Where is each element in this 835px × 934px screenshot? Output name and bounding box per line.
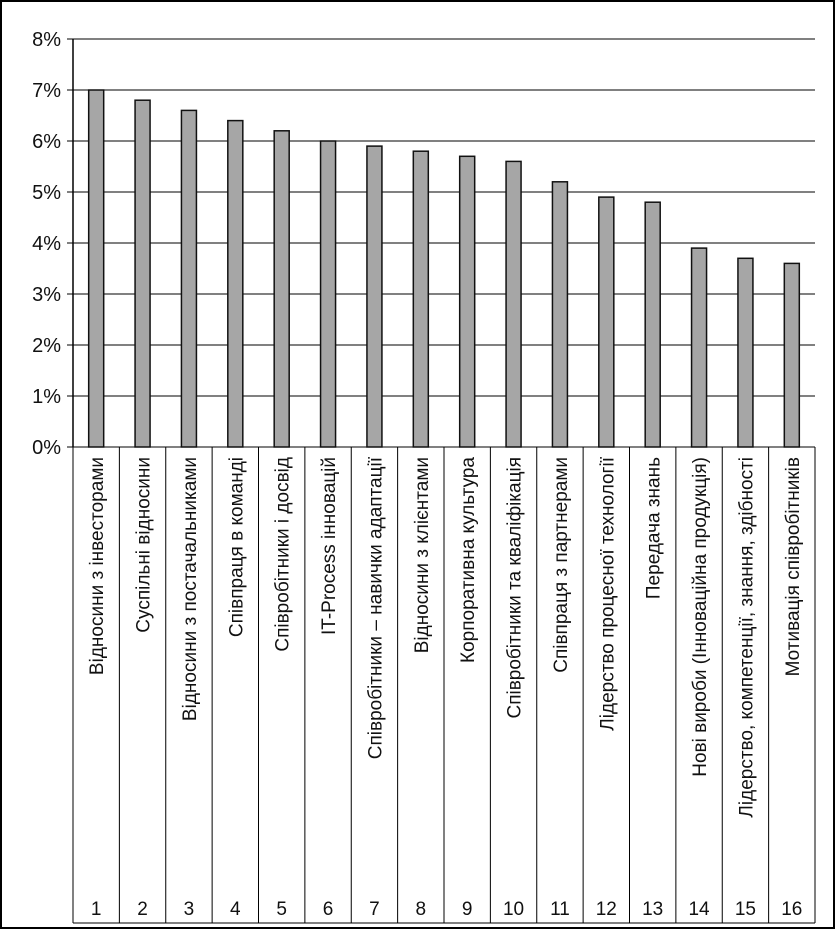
bar — [273, 130, 290, 448]
category-label: Суспільні відносини — [134, 457, 155, 633]
bar — [366, 145, 383, 448]
bar — [598, 196, 615, 448]
category-label: Мотивація співробітників — [783, 457, 804, 676]
category-label: Співробітники – навички адаптації — [365, 456, 386, 759]
bar — [134, 99, 151, 448]
category-number: 5 — [276, 899, 287, 920]
y-tick-label: 1% — [32, 386, 61, 408]
y-tick-label: 5% — [32, 182, 61, 204]
category-label: Відносини з клієнтами — [412, 457, 433, 653]
category-label: Співпраця з партнерами — [551, 457, 572, 673]
category-numbers: 1 2 3 4 5 6 7 8 9 10 11 12 13 14 15 16 — [91, 899, 802, 920]
y-axis-ticks: 0% 1% 2% 3% 4% 5% 6% 7% 8% — [32, 29, 61, 459]
y-tick-label: 2% — [32, 335, 61, 357]
category-number: 2 — [137, 899, 148, 920]
bar — [690, 247, 708, 448]
y-tick-label: 3% — [32, 284, 61, 306]
bar — [505, 160, 522, 448]
category-number: 13 — [642, 899, 663, 920]
bar — [783, 262, 801, 448]
category-number: 3 — [184, 899, 195, 920]
category-number: 10 — [503, 899, 524, 920]
category-label: Відносини з постачальниками — [180, 457, 201, 721]
y-tick-label: 4% — [32, 233, 61, 255]
category-label: Відносини з інвесторами — [87, 457, 108, 675]
bar — [644, 201, 661, 448]
category-label: Лідерство, компетенції, знання, здібност… — [736, 457, 757, 818]
category-label: Корпоративна культура — [458, 457, 479, 663]
category-number: 15 — [735, 899, 756, 920]
bar — [458, 155, 476, 448]
bar — [227, 119, 244, 448]
bars — [87, 89, 801, 448]
category-number: 9 — [462, 899, 473, 920]
category-number: 7 — [369, 899, 380, 920]
bar — [87, 89, 105, 448]
category-number: 6 — [323, 899, 334, 920]
category-number: 8 — [416, 899, 427, 920]
category-number: 11 — [550, 899, 570, 920]
category-number: 14 — [688, 899, 710, 920]
category-label: Нові вироби (Інноваційна продукція) — [690, 457, 711, 777]
bar — [319, 140, 337, 448]
bar — [412, 150, 430, 448]
bar — [180, 109, 198, 448]
category-label: Лідерство процесної технології — [597, 456, 618, 730]
category-label: Співробітники та кваліфікація — [505, 457, 526, 719]
category-label: Передача знань — [644, 457, 665, 599]
category-number: 4 — [230, 899, 241, 920]
category-number: 1 — [91, 899, 102, 920]
bar — [737, 257, 754, 448]
bar — [551, 181, 569, 448]
category-label: Співробітники і досвід — [273, 457, 294, 652]
category-label: Співпраця в команді — [226, 457, 247, 637]
y-tick-label: 7% — [32, 80, 61, 102]
y-tick-label: 8% — [32, 29, 61, 51]
category-number: 16 — [781, 899, 802, 920]
category-label: IT-Process інновацій — [319, 457, 340, 635]
y-tick-label: 6% — [32, 131, 61, 153]
category-table — [72, 447, 816, 924]
y-tick-label: 0% — [32, 437, 61, 459]
category-number: 12 — [596, 899, 617, 920]
category-labels: Відносини з інвесторами Суспільні відноси… — [87, 456, 804, 817]
